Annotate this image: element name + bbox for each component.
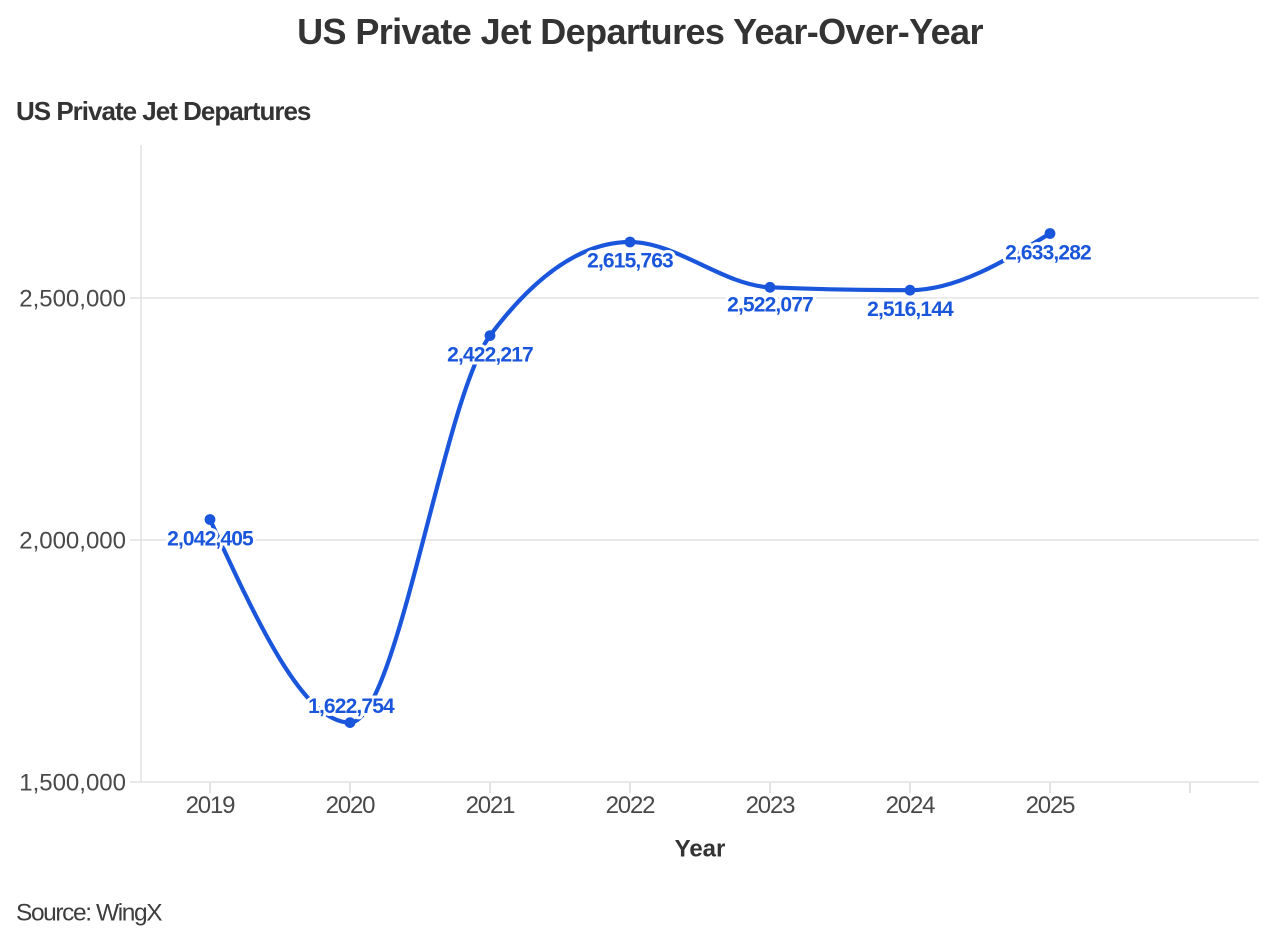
svg-text:Source: WingX: Source: WingX [16, 900, 162, 927]
svg-text:2,500,000: 2,500,000 [19, 286, 126, 313]
svg-text:1,622,754: 1,622,754 [308, 695, 395, 718]
svg-text:2023: 2023 [746, 792, 796, 819]
svg-text:2,633,282: 2,633,282 [1005, 241, 1091, 264]
svg-text:Year: Year [675, 836, 726, 863]
svg-text:2022: 2022 [606, 792, 656, 819]
svg-text:2,615,763: 2,615,763 [587, 249, 673, 272]
svg-text:US Private Jet Departures: US Private Jet Departures [16, 96, 311, 126]
svg-text:2025: 2025 [1026, 792, 1076, 819]
svg-text:2024: 2024 [886, 792, 936, 819]
svg-text:2020: 2020 [326, 792, 376, 819]
svg-text:2,000,000: 2,000,000 [19, 528, 126, 555]
svg-text:2,516,144: 2,516,144 [867, 298, 954, 321]
svg-text:2,422,217: 2,422,217 [447, 343, 533, 366]
svg-text:2,522,077: 2,522,077 [727, 293, 813, 316]
svg-text:1,500,000: 1,500,000 [19, 770, 126, 797]
svg-text:2019: 2019 [186, 792, 236, 819]
svg-text:2021: 2021 [466, 792, 516, 819]
svg-text:2,042,405: 2,042,405 [167, 527, 254, 550]
svg-text:US Private Jet Departures Year: US Private Jet Departures Year-Over-Year [297, 11, 983, 52]
